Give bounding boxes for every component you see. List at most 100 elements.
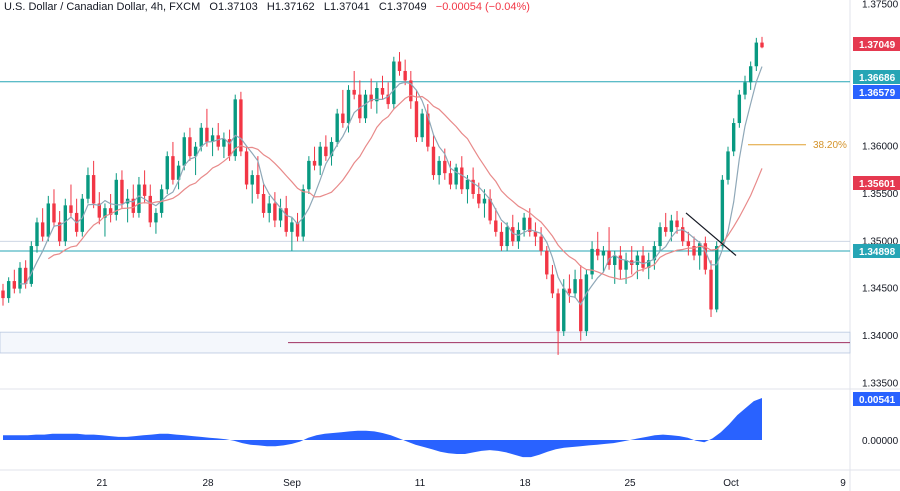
candle: [431, 135, 436, 180]
candle: [482, 189, 487, 218]
candle-body: [23, 267, 28, 284]
fib-level-label: 38.20%: [813, 140, 847, 151]
candle: [148, 184, 152, 228]
oscillator-zero-label: 0.00000: [862, 436, 899, 447]
candle-body: [137, 184, 141, 213]
candle: [341, 89, 345, 128]
candle-body: [562, 288, 566, 332]
candle-body: [165, 156, 169, 190]
candle-body: [511, 227, 515, 242]
x-tick-label: 18: [519, 478, 531, 489]
candle-body: [69, 205, 73, 213]
candle-body: [454, 167, 458, 185]
candle: [324, 135, 328, 161]
price-tag: 1.36686: [853, 70, 900, 84]
candle-body: [86, 175, 90, 199]
candle: [108, 194, 113, 223]
ma-fast-line: [20, 66, 763, 306]
candle-body: [91, 175, 96, 204]
candle-body: [80, 198, 84, 232]
candle: [641, 246, 645, 272]
candle: [511, 214, 515, 247]
candle: [375, 82, 379, 114]
candle: [114, 173, 118, 221]
x-tick-label: 28: [202, 478, 214, 489]
high-label: H: [266, 1, 275, 13]
candle-body: [52, 203, 56, 223]
candle: [18, 262, 22, 294]
candle: [358, 80, 362, 124]
candle: [635, 250, 640, 280]
price-tag-label: 1.37049: [859, 40, 896, 51]
candle-body: [601, 250, 606, 256]
ma-slow-line: [47, 94, 763, 281]
candle: [369, 78, 373, 109]
candle-body: [312, 160, 317, 166]
candle: [80, 194, 84, 237]
candle-body: [12, 281, 17, 289]
candle: [726, 146, 730, 185]
candle: [261, 184, 266, 218]
candle: [596, 231, 600, 261]
symbol-title: U.S. Dollar / Canadian Dollar, 4h, FXCM: [4, 1, 201, 13]
candle: [697, 241, 702, 270]
y-tick-label: 1.37500: [862, 0, 899, 11]
candle-body: [369, 94, 373, 102]
candle-body: [239, 99, 243, 152]
candle: [403, 59, 407, 86]
candle: [584, 269, 589, 336]
candle-body: [222, 139, 226, 147]
price-tag-bg: [853, 70, 900, 84]
candle: [12, 269, 17, 294]
candle-body: [477, 194, 481, 204]
candle: [154, 208, 158, 234]
candle: [335, 108, 339, 147]
candle-body: [647, 260, 651, 268]
candle-body: [664, 227, 668, 232]
x-tick-label: 9: [840, 478, 846, 489]
candle: [165, 151, 169, 194]
candle-body: [46, 203, 51, 237]
candle-body: [154, 212, 158, 223]
candle-body: [545, 250, 549, 275]
candle: [754, 37, 759, 71]
candle: [318, 141, 322, 176]
candle-body: [460, 167, 464, 190]
candle: [352, 70, 356, 100]
candle-body: [748, 66, 753, 83]
candle-body: [35, 222, 39, 247]
candle-body: [635, 255, 640, 265]
candle: [267, 195, 271, 223]
candle-body: [108, 208, 113, 215]
price-tag: 1.34898: [853, 244, 900, 258]
candle-body: [341, 113, 345, 124]
candle: [737, 89, 742, 128]
candle: [760, 36, 764, 49]
candle: [573, 269, 577, 299]
candle-body: [726, 151, 730, 180]
candle: [748, 61, 753, 90]
candle-body: [528, 217, 532, 232]
candle-body: [499, 231, 504, 247]
candle: [533, 222, 538, 247]
candle: [233, 94, 237, 161]
candle-body: [97, 203, 101, 218]
candle-body: [261, 194, 266, 213]
candle-body: [40, 222, 45, 237]
candle-body: [431, 146, 436, 176]
price-tag: 1.37049: [853, 37, 900, 51]
candle: [448, 160, 453, 190]
candle-body: [307, 160, 311, 190]
candle: [301, 184, 305, 242]
candle: [29, 241, 34, 287]
candle-body: [318, 146, 322, 166]
x-tick-label: 25: [624, 478, 636, 489]
oscillator-tag-label: 0.00541: [859, 395, 896, 406]
candle-body: [1, 290, 5, 299]
x-tick-label: Oct: [723, 478, 739, 489]
candle: [545, 246, 549, 280]
candle: [630, 246, 634, 275]
candle-body: [539, 236, 543, 251]
